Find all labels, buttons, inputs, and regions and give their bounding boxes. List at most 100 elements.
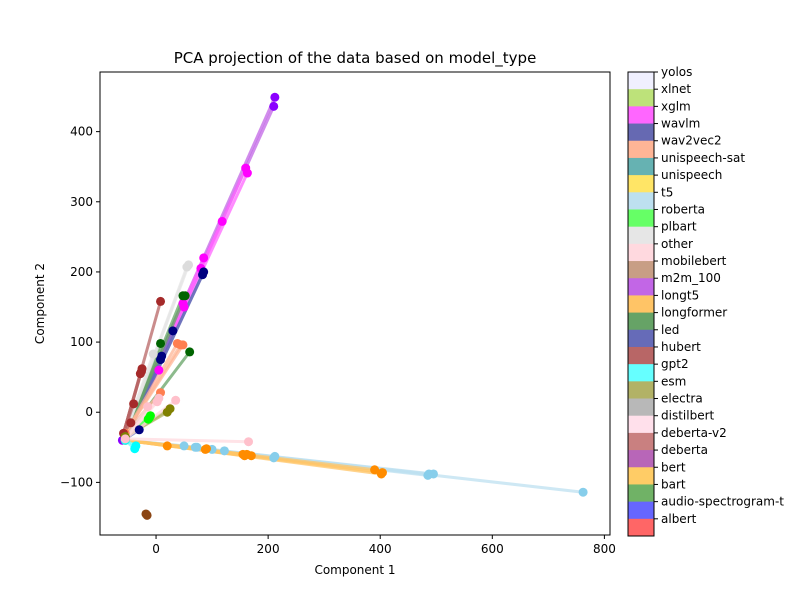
- series-line: [125, 438, 168, 448]
- legend-swatch: [628, 175, 654, 193]
- legend-label: esm: [661, 374, 686, 388]
- y-tick-label: 100: [70, 335, 93, 349]
- data-point: [190, 442, 200, 452]
- legend-swatch: [628, 278, 654, 296]
- data-point: [179, 302, 189, 312]
- legend-label: unispeech-sat: [661, 151, 745, 165]
- legend-swatch: [628, 312, 654, 331]
- data-point: [142, 510, 152, 520]
- x-tick-label: 0: [152, 542, 160, 556]
- legend-label: other: [661, 237, 693, 251]
- data-point: [135, 369, 145, 379]
- data-point: [156, 296, 166, 306]
- x-tick-label: 800: [593, 542, 616, 556]
- legend-label: xglm: [661, 99, 691, 113]
- axes-frame: [99, 71, 611, 536]
- legend-swatch: [628, 140, 654, 159]
- data-point: [176, 340, 186, 350]
- data-point: [156, 355, 166, 365]
- data-point: [242, 168, 252, 178]
- series-lines: [121, 96, 584, 517]
- legend-swatch: [628, 501, 654, 520]
- legend-swatch: [628, 243, 654, 262]
- legend-label: deberta-v2: [661, 426, 727, 440]
- legend-swatch: [628, 467, 654, 485]
- data-point: [199, 253, 209, 263]
- legend-swatch: [628, 346, 654, 365]
- legend-label: gpt2: [661, 357, 689, 371]
- legend-label: mobilebert: [661, 254, 727, 268]
- legend-swatch: [628, 192, 654, 210]
- legend-frame: [627, 71, 655, 537]
- y-tick-label: −100: [60, 475, 93, 489]
- x-tick-label: 200: [257, 542, 280, 556]
- series-line: [125, 437, 249, 444]
- data-point: [217, 216, 227, 226]
- x-axis-label: Component 1: [314, 563, 395, 577]
- series-line: [123, 344, 182, 435]
- legend-swatch: [628, 226, 654, 245]
- legend-label: electra: [661, 392, 703, 406]
- legend-label: hubert: [661, 340, 701, 354]
- x-tick-label: 600: [481, 542, 504, 556]
- legend-label: bert: [661, 460, 686, 474]
- legend-label: wavlm: [661, 117, 700, 131]
- legend-swatch: [628, 209, 654, 228]
- legend-swatch: [628, 329, 654, 348]
- data-point: [154, 365, 164, 375]
- data-point: [238, 449, 248, 459]
- data-point: [129, 399, 139, 409]
- legend-swatch: [628, 432, 654, 451]
- data-point: [134, 425, 144, 435]
- data-point: [244, 437, 254, 447]
- data-point: [270, 92, 280, 102]
- y-axis-ticks: −100 0 100 200 300 400: [60, 125, 100, 489]
- x-axis-ticks: 0 200 400 600 800: [152, 535, 616, 556]
- y-tick-label: 200: [70, 265, 93, 279]
- y-tick-label: 0: [85, 405, 93, 419]
- legend-label: albert: [661, 512, 697, 526]
- data-point: [168, 326, 178, 336]
- data-point: [120, 434, 130, 444]
- legend-swatch: [628, 381, 654, 400]
- legend-label: audio-spectrogram-t: [661, 495, 784, 509]
- legend-swatch: [628, 450, 654, 468]
- data-point: [200, 444, 210, 454]
- x-tick-label: 400: [369, 542, 392, 556]
- data-point: [179, 441, 189, 451]
- legend-colorbar: yolos xlnet xglm wavlm wav2vec2 unispeech-sat…: [627, 65, 784, 537]
- y-tick-label: 400: [70, 125, 93, 139]
- y-axis-label: Component 2: [33, 263, 47, 344]
- legend-swatch: [628, 484, 654, 503]
- legend-swatch: [628, 89, 654, 107]
- data-point: [423, 470, 433, 480]
- data-point: [269, 101, 279, 111]
- legend-label: unispeech: [661, 168, 722, 182]
- data-point: [156, 338, 166, 348]
- legend-label: wav2vec2: [661, 134, 722, 148]
- legend-label: distilbert: [661, 409, 715, 423]
- data-point: [269, 453, 279, 463]
- legend-label: plbart: [661, 220, 697, 234]
- legend-swatch: [628, 261, 654, 279]
- data-point: [126, 418, 136, 428]
- chart-title: PCA projection of the data based on mode…: [174, 49, 537, 68]
- legend-swatch: [628, 295, 654, 314]
- legend-label: xlnet: [661, 82, 691, 96]
- legend-label: roberta: [661, 202, 705, 216]
- legend-label: m2m_100: [661, 271, 721, 285]
- data-point: [180, 291, 190, 301]
- data-point: [182, 262, 192, 272]
- legend-swatch: [628, 123, 654, 142]
- series-points: [117, 92, 588, 520]
- legend-swatch: [628, 364, 654, 382]
- data-point: [143, 402, 153, 412]
- data-point: [162, 441, 172, 451]
- y-tick-label: 300: [70, 195, 93, 209]
- data-point: [148, 349, 158, 359]
- legend-swatch: [628, 72, 654, 90]
- legend-label: longformer: [661, 306, 727, 320]
- data-point: [185, 347, 195, 357]
